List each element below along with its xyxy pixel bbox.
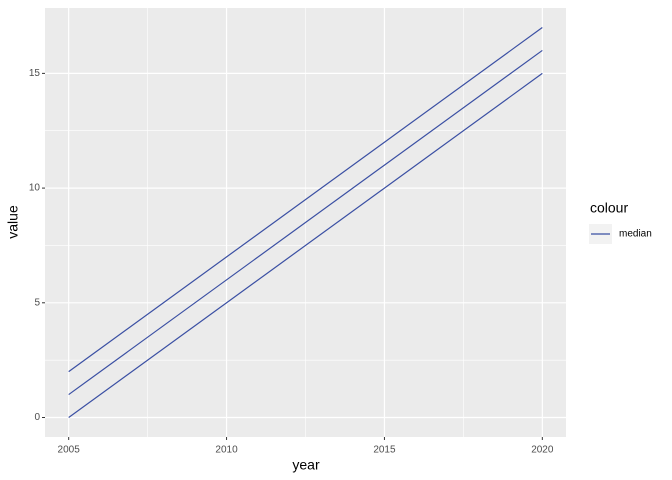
x-tick-label: 2015: [373, 445, 396, 456]
y-tick-label: 15: [29, 68, 41, 79]
x-tick-label: 2010: [215, 445, 238, 456]
y-axis-label: value: [5, 205, 21, 239]
y-tick-label: 10: [29, 183, 41, 194]
line: [68, 27, 543, 373]
legend-title: colour: [590, 200, 628, 216]
line: [68, 49, 543, 396]
x-tick-label: 2005: [58, 445, 81, 456]
legend-label: median: [619, 229, 652, 240]
line: [68, 72, 543, 418]
y-tick-label: 5: [34, 297, 40, 308]
y-tick-label: 0: [34, 412, 40, 423]
x-axis-label: year: [292, 457, 320, 473]
x-tick-label: 2020: [531, 445, 554, 456]
